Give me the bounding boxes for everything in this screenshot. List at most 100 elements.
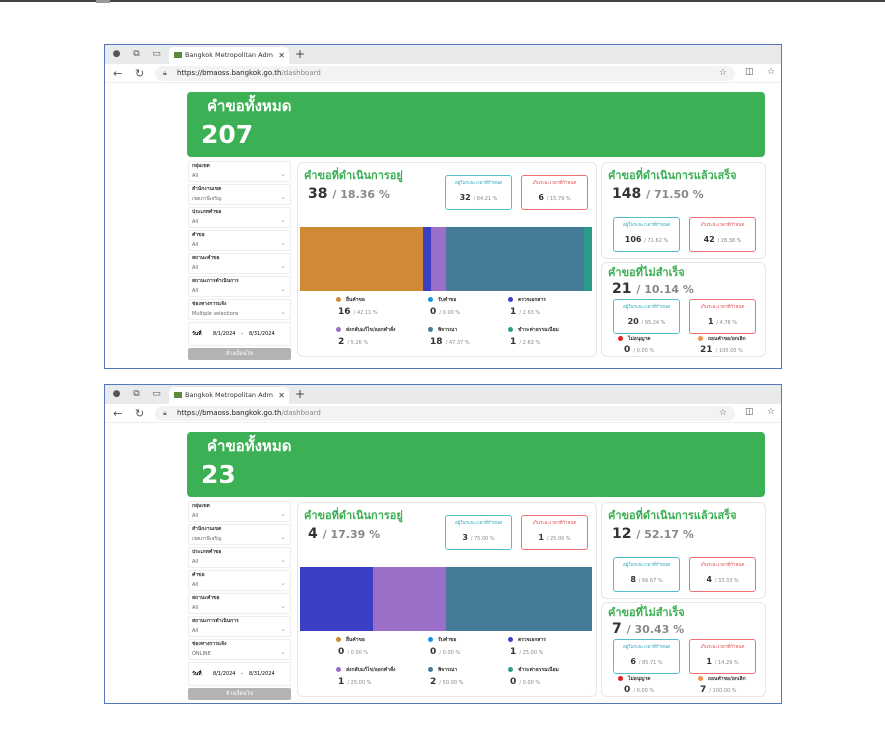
- filter-dropdown[interactable]: สถานะการดำเนินการ All ⌄: [188, 616, 291, 637]
- completed-percent: / 71.50 %: [646, 188, 704, 201]
- filter-dropdown[interactable]: สำนักงานเขต เขตภาษีเจริญ ⌄: [188, 524, 291, 545]
- clear-filters-button[interactable]: ล้างเงื่อนไข: [188, 688, 291, 700]
- legend-value: 18 / 47.37 %: [430, 337, 470, 349]
- not-allowed-percent: / 0.00 %: [633, 348, 655, 354]
- date-from[interactable]: 8/1/2024: [213, 331, 236, 337]
- url-input[interactable]: 🔒︎ https://bmaoss.bangkok.go.th/dashboard…: [155, 66, 735, 81]
- favorite-star-icon[interactable]: ☆: [718, 408, 727, 418]
- box-label: เกินระยะเวลาที่กำหนด: [532, 521, 577, 526]
- date-from[interactable]: 8/1/2024: [213, 671, 236, 677]
- profile-icon[interactable]: ●: [112, 49, 121, 59]
- filter-dropdown[interactable]: กลุ่มเขต All ⌄: [188, 501, 291, 522]
- not-allowed-legend: ไม่อนุญาต: [618, 676, 651, 683]
- legend-dot: [508, 327, 513, 332]
- total-count: 207: [201, 120, 254, 149]
- filter-dropdown[interactable]: ประเภทคำขอ All ⌄: [188, 547, 291, 568]
- collections-icon[interactable]: ⧉: [133, 389, 140, 399]
- tab-actions-icon[interactable]: ▭: [152, 389, 161, 399]
- legend-value: 0 / 0.00 %: [338, 647, 368, 659]
- bar-segment-0[interactable]: [300, 227, 423, 291]
- not-allowed-value: 0 / 0.00 %: [624, 345, 654, 357]
- close-tab-icon[interactable]: ✕: [278, 51, 285, 60]
- bar-segment-5[interactable]: [584, 227, 592, 291]
- filter-dropdown[interactable]: สำนักงานเขต เขตภาษีเจริญ ⌄: [188, 184, 291, 205]
- browser-tab[interactable]: Bangkok Metropolitan Administra ✕: [169, 387, 289, 404]
- bar-segment-2[interactable]: [300, 567, 373, 631]
- lock-icon: 🔒︎: [163, 69, 167, 77]
- address-bar-row: ← ↻ 🔒︎ https://bmaoss.bangkok.go.th/dashb…: [105, 404, 781, 423]
- legend-value: 1 / 25.00 %: [510, 647, 543, 659]
- filter-value: All: [192, 288, 199, 294]
- completed-card: คำขอที่ดำเนินการแล้วเสร็จ 148 / 71.50 % …: [601, 162, 766, 259]
- status-count: 1: [510, 307, 517, 317]
- box-label: อยู่ในระยะเวลาที่กำหนด: [622, 223, 671, 228]
- back-icon[interactable]: ←: [113, 407, 123, 420]
- legend-label: พิจารณา: [438, 327, 458, 333]
- legend-item: รับคำขอ: [428, 297, 456, 304]
- filter-dropdown[interactable]: ช่องทางการแจ้ง Multiple selections ⌄: [188, 299, 291, 320]
- filter-dropdown[interactable]: สถานะคำขอ All ⌄: [188, 593, 291, 614]
- refresh-icon[interactable]: ↻: [135, 67, 145, 80]
- in-progress-count: 4: [308, 526, 318, 542]
- profile-icon[interactable]: ●: [112, 389, 121, 399]
- legend-dot: [508, 667, 513, 672]
- bar-segment-3[interactable]: [430, 227, 446, 291]
- date-to[interactable]: 8/31/2024: [249, 331, 275, 337]
- filter-dropdown[interactable]: คำขอ All ⌄: [188, 570, 291, 591]
- box-percent: / 25.00 %: [546, 536, 571, 542]
- filter-dropdown[interactable]: ช่องทางการแจ้ง ONLINE ⌄: [188, 639, 291, 660]
- legend-dot: [508, 637, 513, 642]
- browser-tab[interactable]: Bangkok Metropolitan Administra ✕: [169, 47, 289, 64]
- box-label: เกินระยะเวลาที่กำหนด: [700, 563, 745, 568]
- clear-filters-button[interactable]: ล้างเงื่อนไข: [188, 348, 291, 360]
- date-to[interactable]: 8/31/2024: [249, 671, 275, 677]
- box-count: 6: [538, 193, 544, 202]
- box-label: เกินระยะเวลาที่กำหนด: [700, 645, 745, 650]
- date-range[interactable]: วันที่ 8/1/2024-8/31/2024: [188, 662, 291, 686]
- url-input[interactable]: 🔒︎ https://bmaoss.bangkok.go.th/dashboard…: [155, 406, 735, 421]
- tab-actions-icon[interactable]: ▭: [152, 49, 161, 59]
- filter-value: All: [192, 173, 199, 179]
- close-tab-icon[interactable]: ✕: [278, 391, 285, 400]
- split-screen-icon[interactable]: ◫: [745, 407, 754, 417]
- browser-window: ● ⧉ ▭ Bangkok Metropolitan Administra ✕ +…: [104, 44, 782, 369]
- chevron-down-icon: ⌄: [280, 533, 286, 541]
- total-count: 23: [201, 460, 236, 489]
- box-count: 32: [459, 193, 471, 202]
- box-percent: / 15.79 %: [546, 196, 571, 202]
- favorites-icon[interactable]: ☆: [767, 67, 776, 77]
- in-progress-percent: / 17.39 %: [322, 528, 381, 541]
- refresh-icon[interactable]: ↻: [135, 407, 145, 420]
- status-percent: / 2.63 %: [519, 310, 541, 316]
- legend-dot: [428, 637, 433, 642]
- chevron-down-icon: ⌄: [280, 193, 286, 201]
- failed-count: 21: [612, 281, 632, 297]
- date-separator: -: [241, 671, 243, 677]
- filter-dropdown[interactable]: กลุ่มเขต All ⌄: [188, 161, 291, 182]
- filter-dropdown[interactable]: คำขอ All ⌄: [188, 230, 291, 251]
- status-count: 1: [510, 647, 517, 657]
- bar-segment-4[interactable]: [445, 227, 585, 291]
- status-count: 0: [430, 647, 437, 657]
- collections-icon[interactable]: ⧉: [133, 49, 140, 59]
- favorites-icon[interactable]: ☆: [767, 407, 776, 417]
- box-count: 6: [630, 657, 636, 666]
- bar-segment-2[interactable]: [422, 227, 431, 291]
- new-tab-icon[interactable]: +: [295, 47, 306, 61]
- split-screen-icon[interactable]: ◫: [745, 67, 754, 77]
- filter-label: สถานะคำขอ: [192, 595, 220, 601]
- status-percent: / 0.00 %: [439, 650, 461, 656]
- legend-label: ยื่นคำขอ: [346, 297, 365, 303]
- new-tab-icon[interactable]: +: [295, 387, 306, 401]
- filter-dropdown[interactable]: สถานะการดำเนินการ All ⌄: [188, 276, 291, 297]
- filter-dropdown[interactable]: ประเภทคำขอ All ⌄: [188, 207, 291, 228]
- filter-dropdown[interactable]: สถานะคำขอ All ⌄: [188, 253, 291, 274]
- box-percent: / 84.21 %: [473, 196, 498, 202]
- completed-percent: / 52.17 %: [636, 528, 694, 541]
- date-range[interactable]: วันที่ 8/1/2024-8/31/2024: [188, 322, 291, 346]
- bar-segment-3[interactable]: [373, 567, 446, 631]
- top-border: [0, 0, 885, 2]
- back-icon[interactable]: ←: [113, 67, 123, 80]
- favorite-star-icon[interactable]: ☆: [718, 68, 727, 78]
- bar-segment-4[interactable]: [446, 567, 592, 631]
